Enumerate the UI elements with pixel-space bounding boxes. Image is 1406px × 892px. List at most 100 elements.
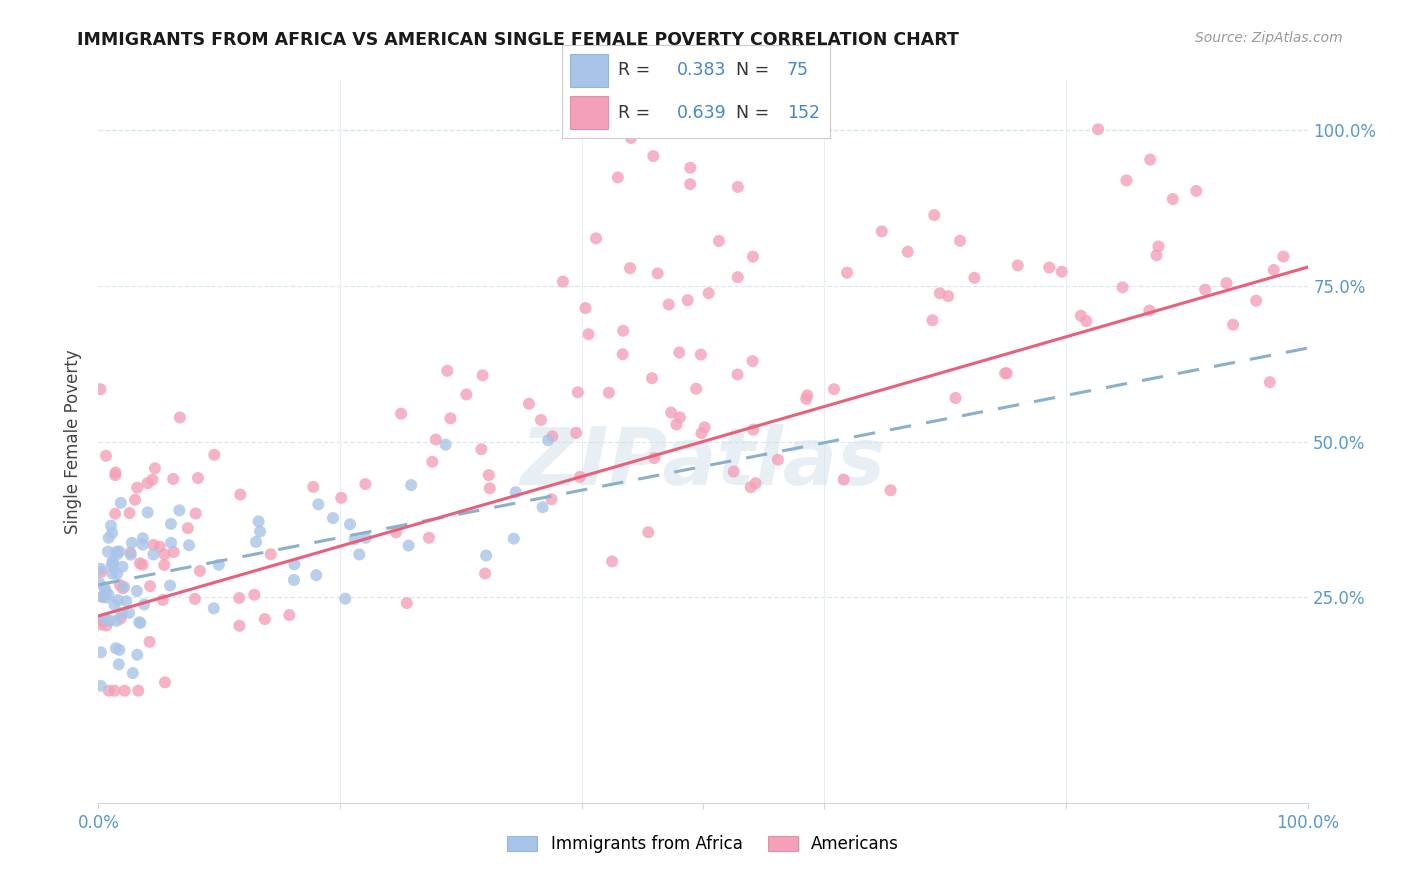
Point: [110, 496, 132, 510]
Point: [330, 491, 353, 505]
Point: [643, 451, 665, 466]
Point: [160, 516, 183, 531]
Point: [208, 558, 231, 572]
Point: [104, 466, 127, 480]
Point: [143, 461, 166, 475]
Point: [118, 606, 141, 620]
Point: [131, 538, 153, 552]
Point: [169, 410, 191, 425]
Y-axis label: Single Female Poverty: Single Female Poverty: [65, 350, 83, 533]
Text: Source: ZipAtlas.com: Source: ZipAtlas.com: [1195, 31, 1343, 45]
Point: [389, 407, 412, 421]
Point: [96, 618, 118, 632]
Point: [101, 566, 124, 581]
Point: [1115, 173, 1137, 187]
Point: [159, 578, 181, 592]
Point: [643, 149, 665, 163]
Point: [612, 324, 634, 338]
Point: [121, 666, 143, 681]
Point: [177, 538, 200, 552]
Point: [537, 434, 560, 448]
Point: [97, 544, 120, 558]
Point: [1161, 192, 1184, 206]
Point: [125, 584, 148, 599]
Point: [1147, 239, 1170, 253]
Point: [103, 683, 125, 698]
Point: [120, 548, 142, 562]
Point: [142, 538, 165, 552]
Point: [339, 517, 361, 532]
Point: [90, 565, 112, 579]
Point: [658, 297, 681, 311]
Text: 0.639: 0.639: [678, 103, 727, 121]
Point: [1050, 265, 1073, 279]
Point: [676, 293, 699, 308]
Text: N =: N =: [737, 103, 775, 121]
Point: [149, 540, 172, 554]
Point: [153, 675, 176, 690]
Point: [107, 547, 129, 561]
Point: [108, 578, 131, 592]
Point: [101, 556, 124, 570]
Point: [111, 606, 134, 620]
Point: [141, 473, 163, 487]
Point: [474, 566, 496, 581]
Point: [475, 549, 498, 563]
Point: [131, 558, 153, 572]
Point: [94, 449, 117, 463]
Point: [105, 545, 128, 559]
Point: [565, 425, 588, 440]
Point: [945, 391, 967, 405]
Point: [835, 266, 858, 280]
Point: [90, 590, 112, 604]
Point: [302, 480, 325, 494]
Point: [766, 452, 789, 467]
Point: [994, 366, 1017, 380]
Point: [578, 327, 600, 342]
Point: [202, 448, 225, 462]
Point: [115, 594, 138, 608]
Point: [606, 170, 628, 185]
Point: [1194, 283, 1216, 297]
Point: [540, 492, 562, 507]
Point: [118, 506, 141, 520]
Point: [665, 417, 688, 432]
Point: [108, 657, 131, 672]
Point: [138, 635, 160, 649]
Point: [283, 573, 305, 587]
Point: [134, 598, 156, 612]
Point: [742, 250, 765, 264]
Point: [693, 420, 716, 434]
Text: 75: 75: [787, 62, 808, 79]
Point: [184, 507, 207, 521]
Legend: Immigrants from Africa, Americans: Immigrants from Africa, Americans: [501, 828, 905, 860]
Point: [349, 548, 371, 562]
Point: [707, 234, 730, 248]
Point: [963, 270, 986, 285]
Point: [97, 587, 120, 601]
Text: N =: N =: [737, 62, 775, 79]
Point: [260, 547, 283, 561]
Point: [91, 590, 114, 604]
Point: [187, 471, 209, 485]
Point: [89, 382, 111, 396]
Point: [93, 580, 115, 594]
Point: [679, 177, 702, 191]
Point: [142, 548, 165, 562]
Point: [202, 601, 225, 615]
Point: [97, 683, 120, 698]
Point: [928, 286, 950, 301]
Point: [567, 385, 589, 400]
Point: [229, 487, 252, 501]
Point: [1272, 250, 1295, 264]
Point: [1076, 314, 1098, 328]
Text: R =: R =: [619, 62, 657, 79]
Point: [505, 485, 527, 500]
Point: [104, 468, 127, 483]
Point: [104, 507, 127, 521]
Point: [136, 476, 159, 491]
Point: [436, 364, 458, 378]
Point: [245, 535, 267, 549]
Point: [832, 473, 855, 487]
Point: [98, 614, 121, 628]
